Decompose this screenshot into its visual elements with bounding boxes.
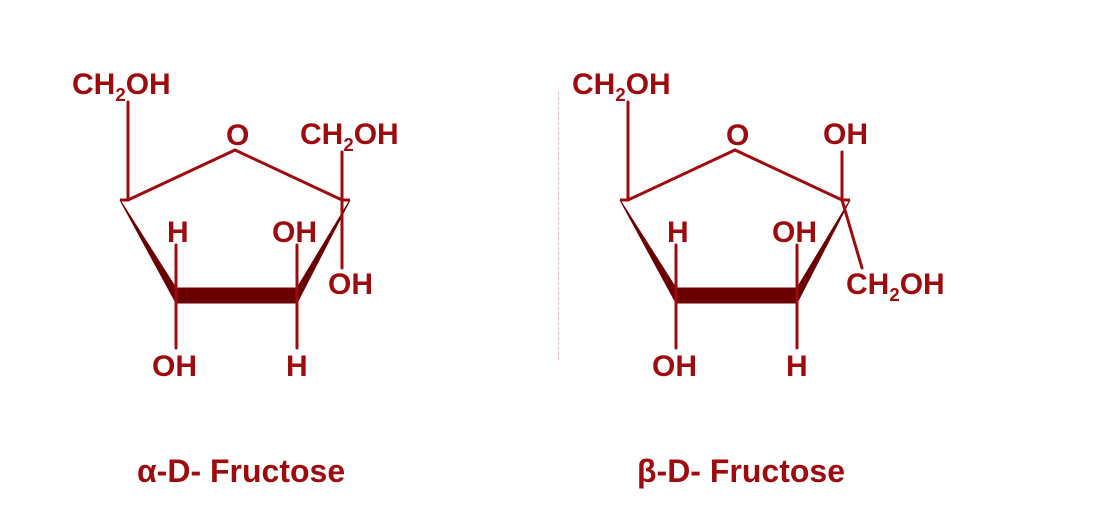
alpha-c3-down: OH (152, 352, 197, 382)
beta-O-label: O (726, 121, 749, 151)
alpha-c3-up: H (167, 218, 189, 248)
alpha-c1-up: CH2OH (300, 120, 399, 155)
alpha-c4-ch2oh: CH2OH (72, 70, 171, 105)
beta-name: β-D- Fructose (637, 455, 845, 487)
beta-c1-down: CH2OH (846, 270, 945, 305)
beta-c2-down: H (786, 352, 808, 382)
alpha-name: α-D- Fructose (137, 455, 345, 487)
alpha-c2-up: OH (272, 218, 317, 248)
beta-c1-up: OH (823, 120, 868, 150)
alpha-O-label: O (226, 121, 249, 151)
beta-c4-ch2oh: CH2OH (572, 70, 671, 105)
beta-c2-up: OH (772, 218, 817, 248)
alpha-c1-down: OH (328, 270, 373, 300)
canvas: O CH2OH CH2OH OH OH H H OH α-D- Fructose O CH2OH OH… (0, 0, 1117, 523)
alpha-c2-down: H (286, 352, 308, 382)
beta-c3-down: OH (652, 352, 697, 382)
divider (558, 92, 559, 360)
beta-c3-up: H (667, 218, 689, 248)
